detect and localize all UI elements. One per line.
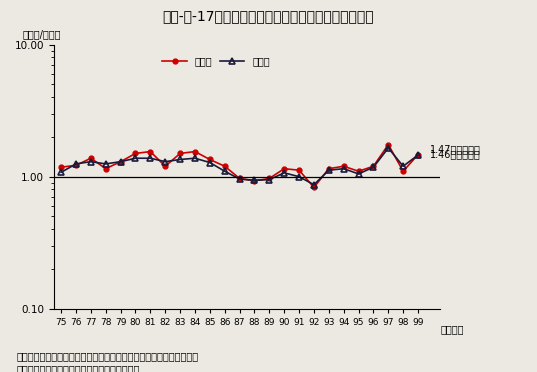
製造業 bbox=[177, 157, 183, 162]
製造業 bbox=[251, 178, 258, 183]
全産業 bbox=[103, 166, 109, 171]
全産業 bbox=[296, 168, 302, 173]
製造業 bbox=[385, 146, 391, 150]
製造業 bbox=[370, 165, 376, 169]
製造業 bbox=[73, 162, 79, 166]
Text: （輸出/輸入）: （輸出/輸入） bbox=[23, 29, 61, 39]
製造業 bbox=[311, 182, 317, 187]
全産業 bbox=[370, 164, 376, 169]
製造業 bbox=[118, 160, 124, 164]
全産業 bbox=[132, 151, 139, 155]
製造業 bbox=[103, 162, 109, 166]
製造業 bbox=[415, 153, 421, 157]
Text: 1.46（製造業）: 1.46（製造業） bbox=[430, 149, 481, 159]
全産業 bbox=[355, 169, 362, 173]
製造業 bbox=[58, 170, 64, 174]
Text: 第２-３-17図　我が国の新規分技術貿易収支比の推移: 第２-３-17図 我が国の新規分技術貿易収支比の推移 bbox=[163, 9, 374, 23]
Legend: 全産業, 製造業: 全産業, 製造業 bbox=[158, 52, 273, 70]
全産業 bbox=[385, 142, 391, 147]
製造業 bbox=[340, 166, 347, 171]
全産業 bbox=[73, 163, 79, 167]
Line: 製造業: 製造業 bbox=[59, 145, 421, 187]
Text: 1.47（全産業）: 1.47（全産業） bbox=[430, 144, 481, 154]
Text: （年度）: （年度） bbox=[440, 325, 464, 334]
製造業 bbox=[400, 164, 407, 169]
全産業 bbox=[325, 166, 332, 171]
全産業 bbox=[236, 176, 243, 181]
製造業 bbox=[281, 171, 287, 175]
全産業 bbox=[221, 164, 228, 169]
全産業 bbox=[58, 165, 64, 169]
全産業 bbox=[251, 179, 258, 183]
全産業 bbox=[177, 151, 183, 155]
全産業 bbox=[162, 164, 169, 169]
Text: 注）新規分とは当該年度に新たに結んだ契約による技術貿易である。: 注）新規分とは当該年度に新たに結んだ契約による技術貿易である。 bbox=[16, 352, 198, 362]
製造業 bbox=[132, 156, 139, 160]
製造業 bbox=[355, 171, 362, 176]
製造業 bbox=[162, 160, 169, 164]
製造業 bbox=[266, 177, 273, 182]
製造業 bbox=[296, 174, 302, 179]
全産業 bbox=[311, 185, 317, 190]
全産業 bbox=[266, 176, 273, 181]
製造業 bbox=[236, 177, 243, 181]
全産業 bbox=[340, 164, 347, 169]
製造業 bbox=[207, 160, 213, 165]
全産業 bbox=[118, 160, 124, 164]
製造業 bbox=[325, 168, 332, 173]
Text: 資料：総務省統計局「科学技術研究調査報告」: 資料：総務省統計局「科学技術研究調査報告」 bbox=[16, 364, 140, 372]
全産業 bbox=[281, 166, 287, 171]
Line: 全産業: 全産業 bbox=[59, 142, 420, 190]
全産業 bbox=[207, 157, 213, 162]
全産業 bbox=[415, 153, 421, 157]
製造業 bbox=[192, 156, 198, 160]
全産業 bbox=[192, 149, 198, 154]
製造業 bbox=[221, 169, 228, 173]
全産業 bbox=[400, 169, 407, 173]
製造業 bbox=[88, 160, 94, 164]
全産業 bbox=[88, 156, 94, 160]
製造業 bbox=[147, 156, 154, 160]
全産業 bbox=[147, 149, 154, 154]
